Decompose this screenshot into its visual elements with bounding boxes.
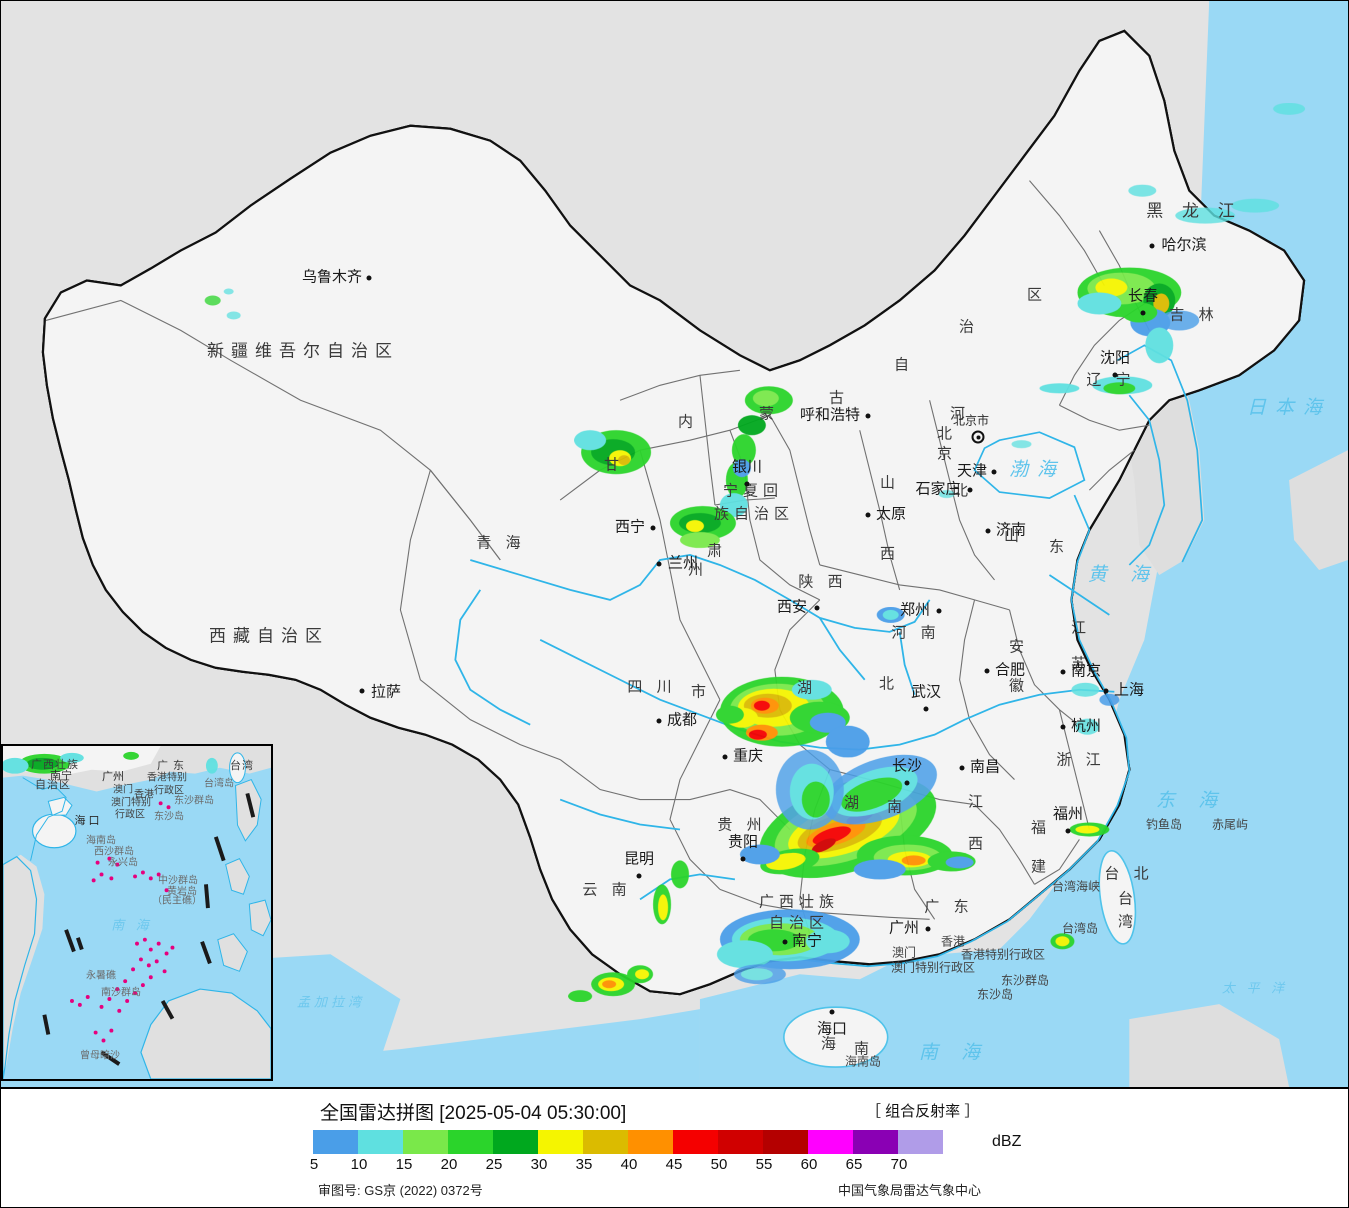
colorbar-swatch-45 (673, 1130, 718, 1154)
colorbar-tick-35: 35 (575, 1156, 593, 1173)
inset-label-layer: 南 海 中沙群岛 黄岩岛 （民主礁） 西沙群岛 永兴岛南沙群岛 永暑礁曾母暗沙 海南岛 海 口 广… (3, 746, 271, 1079)
city-marker-dot (985, 528, 991, 534)
colorbar-swatch-15 (403, 1130, 448, 1154)
city-marker-dot (865, 413, 871, 419)
city-marker-dot (925, 926, 931, 932)
colorbar-swatch-25 (493, 1130, 538, 1154)
city-marker-dot (865, 512, 871, 518)
city-marker-dot (636, 873, 642, 879)
city-marker-dot (959, 765, 965, 771)
colorbar-tick-15: 15 (395, 1156, 413, 1173)
colorbar-tick-65: 65 (845, 1156, 863, 1173)
colorbar-swatch-10 (358, 1130, 403, 1154)
city-marker-dot (967, 487, 973, 493)
mosaic-title: 全国雷达拼图 [2025-05-04 05:30:00] (320, 1103, 627, 1124)
map-approval-number: 审图号: GS京 (2022) 0372号 (318, 1183, 483, 1198)
inset-label-21: 东沙群岛 (174, 795, 214, 807)
city-marker-dot (1140, 310, 1146, 316)
inset-label-19: 澳门特别 (111, 797, 151, 809)
colorbar-swatch-5 (313, 1130, 358, 1154)
colorbar-tick-30: 30 (530, 1156, 548, 1173)
inset-geometry (3, 746, 271, 1079)
inset-label-16: 台湾岛 (204, 778, 234, 790)
city-marker-dot (991, 469, 997, 475)
city-marker-dot (904, 780, 910, 786)
colorbar-tick-50: 50 (710, 1156, 728, 1173)
colorbar-tick-70: 70 (890, 1156, 908, 1173)
colorbar-tick-55: 55 (755, 1156, 773, 1173)
city-marker-dot (740, 856, 746, 862)
city-marker-dot (1060, 724, 1066, 730)
city-marker-dot (1112, 372, 1118, 378)
map-panel[interactable]: 日本海黄 海东 海南 海太 平 洋渤海 孟加拉湾 新疆维吾尔自治区 西藏自治区青 海四… (0, 0, 1349, 1088)
inset-label-0: 南 海 (111, 917, 153, 933)
issuing-organization: 中国气象局雷达气象中心 (838, 1183, 982, 1198)
city-marker-dot (656, 561, 662, 567)
colorbar-swatch-20 (448, 1130, 493, 1154)
colorbar-swatch-60 (808, 1130, 853, 1154)
city-marker-dot (722, 754, 728, 760)
inset-label-23: 广西壮族 (31, 759, 79, 771)
inset-label-20: 行政区 (115, 809, 145, 821)
colorbar-swatch-55 (763, 1130, 808, 1154)
inset-label-9: 海南岛 (86, 835, 116, 847)
inset-label-12: 澳门 (113, 784, 133, 796)
city-marker-dot (984, 668, 990, 674)
colorbar-tick-10: 10 (350, 1156, 368, 1173)
south-china-sea-inset-map[interactable]: 南 海 中沙群岛 黄岩岛 （民主礁） 西沙群岛 永兴岛南沙群岛 永暑礁曾母暗沙 海南岛 海 口 广… (1, 744, 273, 1081)
inset-label-1: 中沙群岛 (158, 875, 198, 887)
colorbar-swatch-35 (583, 1130, 628, 1154)
inset-label-2: 黄岩岛 (167, 886, 197, 898)
inset-label-6: 南沙群岛 (101, 987, 141, 999)
city-marker-dot (923, 706, 929, 712)
inset-label-15: 台湾 (230, 760, 254, 772)
colorbar-swatch-40 (628, 1130, 673, 1154)
inset-label-7: 永暑礁 (86, 970, 116, 982)
city-marker-dot (744, 481, 750, 487)
colorbar-swatch-30 (538, 1130, 583, 1154)
inset-label-4: 西沙群岛 (94, 846, 134, 858)
colorbar-tick-20: 20 (440, 1156, 458, 1173)
city-marker-dot (829, 1009, 835, 1015)
dbz-colorbar[interactable] (313, 1130, 943, 1154)
city-marker-dot (936, 608, 942, 614)
colorbar-tick-45: 45 (665, 1156, 683, 1173)
city-marker-dot (359, 688, 365, 694)
colorbar-swatch-65 (853, 1130, 898, 1154)
inset-label-24: 自治区 (35, 779, 71, 791)
colorbar-tick-25: 25 (485, 1156, 503, 1173)
inset-label-5: 永兴岛 (108, 857, 138, 869)
capital-marker-icon (971, 430, 985, 444)
colorbar-tick-60: 60 (800, 1156, 818, 1173)
colorbar-swatch-70 (898, 1130, 943, 1154)
city-marker-dot (814, 605, 820, 611)
product-mode-label: ［ 组合反射率 ］ (866, 1103, 980, 1120)
basemap-geometry (1, 1, 1348, 1087)
inset-label-17: 香港特别 (147, 772, 187, 784)
inset-label-8: 曾母暗沙 (80, 1050, 120, 1062)
inset-label-22: 东沙岛 (154, 811, 184, 823)
inset-label-25: 南宁 (50, 770, 72, 782)
colorbar-tick-labels: 5 10 15 20 25 30 35 40 45 50 55 60 65 70 (309, 1156, 989, 1176)
city-marker-dot (650, 525, 656, 531)
inset-label-18: 行政区 (154, 785, 184, 797)
inset-label-14: 广 东 (156, 760, 186, 772)
colorbar-swatch-50 (718, 1130, 763, 1154)
inset-label-3: （民主礁） (152, 895, 202, 907)
colorbar-tick-40: 40 (620, 1156, 638, 1173)
city-marker-dot (1065, 828, 1071, 834)
city-marker-dot (1103, 688, 1109, 694)
city-marker-dot (1149, 243, 1155, 249)
colorbar-unit-label: dBZ (992, 1133, 1022, 1150)
inset-label-13: 香港 (134, 789, 154, 801)
radar-echo-layer (204, 102, 1306, 1003)
inset-label-11: 广州 (102, 771, 124, 783)
city-marker-dot (782, 939, 788, 945)
inset-label-10: 海 口 (74, 815, 100, 827)
city-marker-dot (366, 275, 372, 281)
city-marker-dot (656, 718, 662, 724)
city-marker-dot (1060, 669, 1066, 675)
colorbar-tick-5: 5 (309, 1156, 319, 1173)
